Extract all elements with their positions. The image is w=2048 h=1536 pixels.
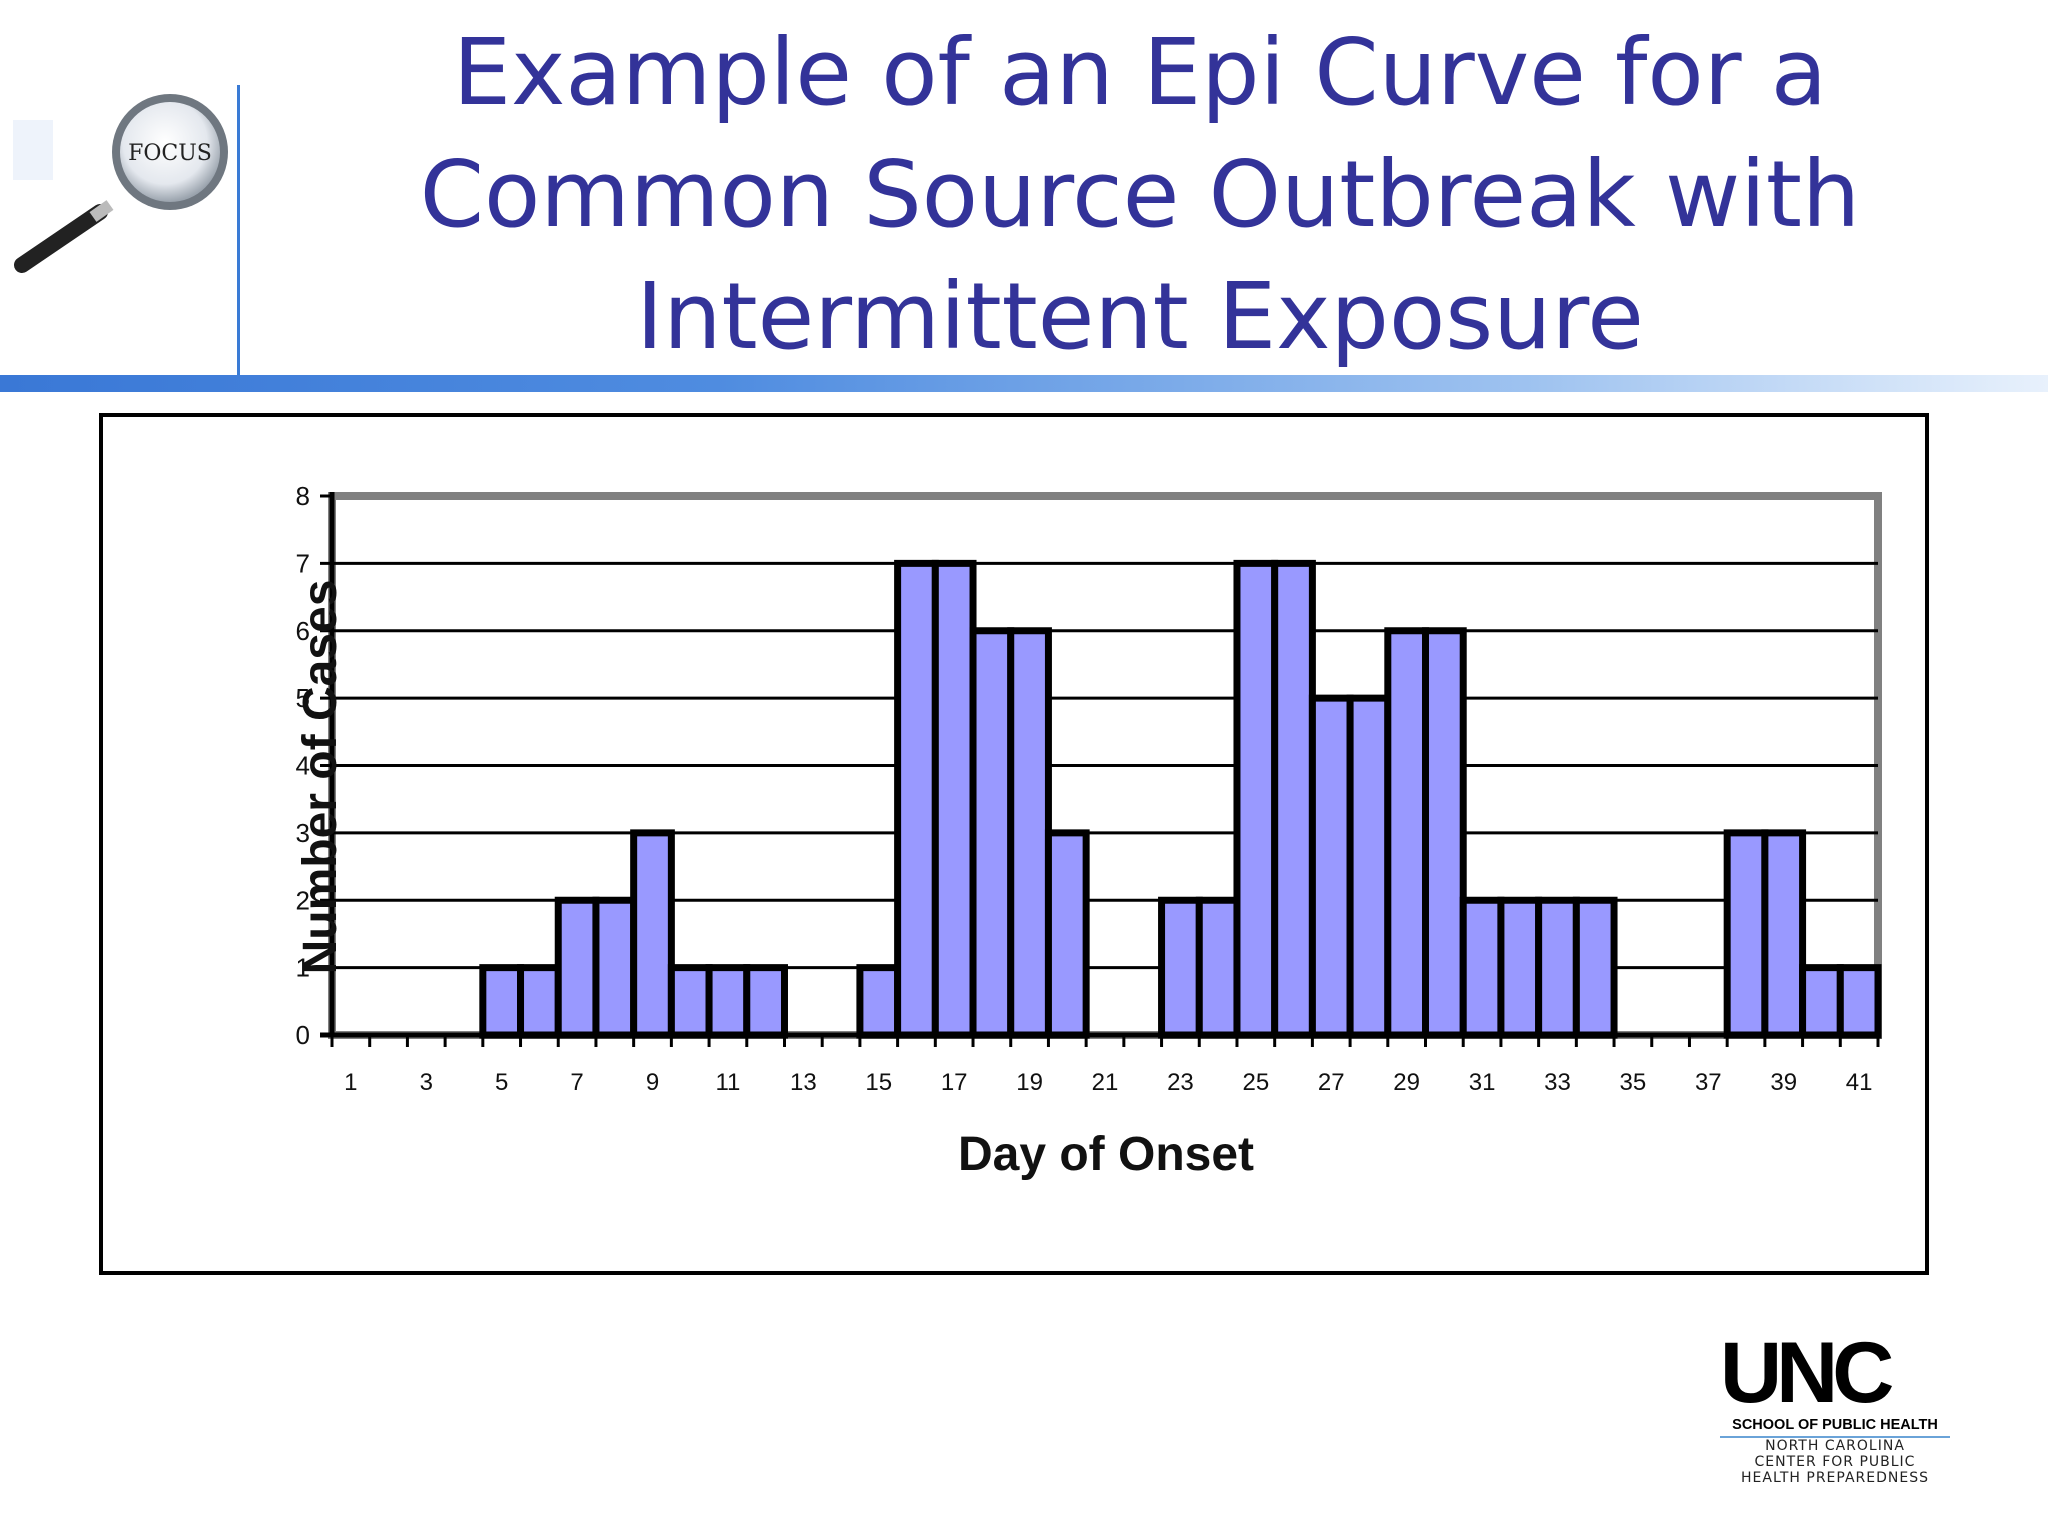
title-line-3: Intermittent Exposure (636, 263, 1644, 370)
bar (592, 896, 638, 1039)
x-tick-label: 17 (941, 1069, 968, 1096)
bar (1459, 896, 1505, 1039)
x-tick-label: 5 (495, 1069, 508, 1096)
slide-title: Example of an Epi Curve for a Common Sou… (300, 12, 1980, 378)
bar (1422, 627, 1467, 1039)
bar (517, 964, 562, 1039)
magnifier-handle (14, 204, 108, 273)
unc-line-3: HEALTH PREPAREDNESS (1741, 1470, 1929, 1486)
unc-line-1: NORTH CAROLINA (1765, 1438, 1905, 1454)
bar (1497, 896, 1543, 1039)
bar (1535, 896, 1580, 1039)
bar (1044, 829, 1090, 1039)
bar (1836, 964, 1882, 1039)
title-line-2: Common Source Outbreak with (419, 141, 1861, 248)
bar (479, 964, 525, 1039)
x-tick-label: 35 (1620, 1069, 1647, 1096)
header-gradient-bar (0, 375, 2048, 392)
magnifier-lens-icon (120, 102, 220, 202)
bar (1572, 896, 1618, 1039)
bar (1723, 829, 1769, 1039)
x-tick-label: 7 (570, 1069, 583, 1096)
bar (1233, 559, 1279, 1039)
unc-wordmark: UNC (1720, 1325, 1894, 1421)
bar (931, 559, 977, 1039)
focus-magnifier-logo: FOCUS (13, 94, 228, 273)
x-tick-label: 3 (420, 1069, 433, 1096)
y-axis-title: Number of Cases (294, 580, 347, 975)
bar (1195, 896, 1241, 1039)
bar (667, 964, 713, 1039)
y-tick-label: 8 (296, 481, 310, 511)
y-tick-label: 3 (296, 818, 310, 848)
y-tick-label: 5 (296, 683, 310, 713)
bar (1799, 964, 1844, 1039)
y-tick-label: 6 (296, 616, 310, 646)
focus-logo-label: FOCUS (128, 141, 212, 166)
bar (1158, 896, 1203, 1039)
chart-frame: 0 1 2 3 4 5 6 7 8 1 3 5 7 9 11 13 15 17 19 21 23 25 27 29 31 33 35… (99, 413, 1929, 1275)
bar (1346, 694, 1392, 1039)
bar-layer (479, 559, 1882, 1039)
x-tick-label: 19 (1016, 1069, 1043, 1096)
bar (1761, 829, 1807, 1039)
title-line-1: Example of an Epi Curve for a (452, 19, 1828, 126)
y-tick-label: 7 (296, 548, 310, 578)
y-tick-label: 2 (296, 885, 310, 915)
bar (856, 964, 902, 1039)
x-tick-label: 29 (1393, 1069, 1420, 1096)
x-axis-title: Day of Onset (958, 1128, 1254, 1181)
x-tick-label: 9 (646, 1069, 659, 1096)
unc-school-name: SCHOOL OF PUBLIC HEALTH (1720, 1416, 1950, 1438)
y-tick-label: 0 (296, 1020, 310, 1050)
bar (705, 964, 751, 1039)
logo-backdrop (13, 120, 53, 180)
bar (743, 964, 788, 1039)
y-tick-label: 4 (296, 751, 310, 781)
x-tick-label: 1 (344, 1069, 357, 1096)
bar (894, 559, 939, 1039)
x-tick-label: 13 (790, 1069, 817, 1096)
x-tick-label: 39 (1770, 1069, 1797, 1096)
x-tick-label: 11 (715, 1069, 740, 1096)
y-tick-label: 1 (296, 953, 310, 983)
x-tick-label: 27 (1318, 1069, 1345, 1096)
bar (554, 896, 600, 1039)
unc-line-2: CENTER FOR PUBLIC (1754, 1454, 1916, 1470)
x-tick-label: 21 (1092, 1069, 1119, 1096)
bar (1271, 559, 1316, 1039)
bar (1308, 694, 1354, 1039)
bar (1007, 627, 1052, 1039)
unc-logo: UNC SCHOOL OF PUBLIC HEALTH NORTH CAROLI… (1720, 1330, 1950, 1486)
x-tick-label: 23 (1167, 1069, 1194, 1096)
x-tick-label: 25 (1242, 1069, 1269, 1096)
x-tick-label: 31 (1469, 1069, 1496, 1096)
x-tick-label: 33 (1544, 1069, 1571, 1096)
x-tick-label: 15 (865, 1069, 892, 1096)
x-tick-label: 37 (1695, 1069, 1722, 1096)
x-tick-label: 41 (1846, 1069, 1873, 1096)
bar (969, 627, 1015, 1039)
bar (1384, 627, 1430, 1039)
magnifier-collar (89, 200, 114, 222)
title-divider (237, 85, 240, 380)
bar (630, 829, 675, 1039)
